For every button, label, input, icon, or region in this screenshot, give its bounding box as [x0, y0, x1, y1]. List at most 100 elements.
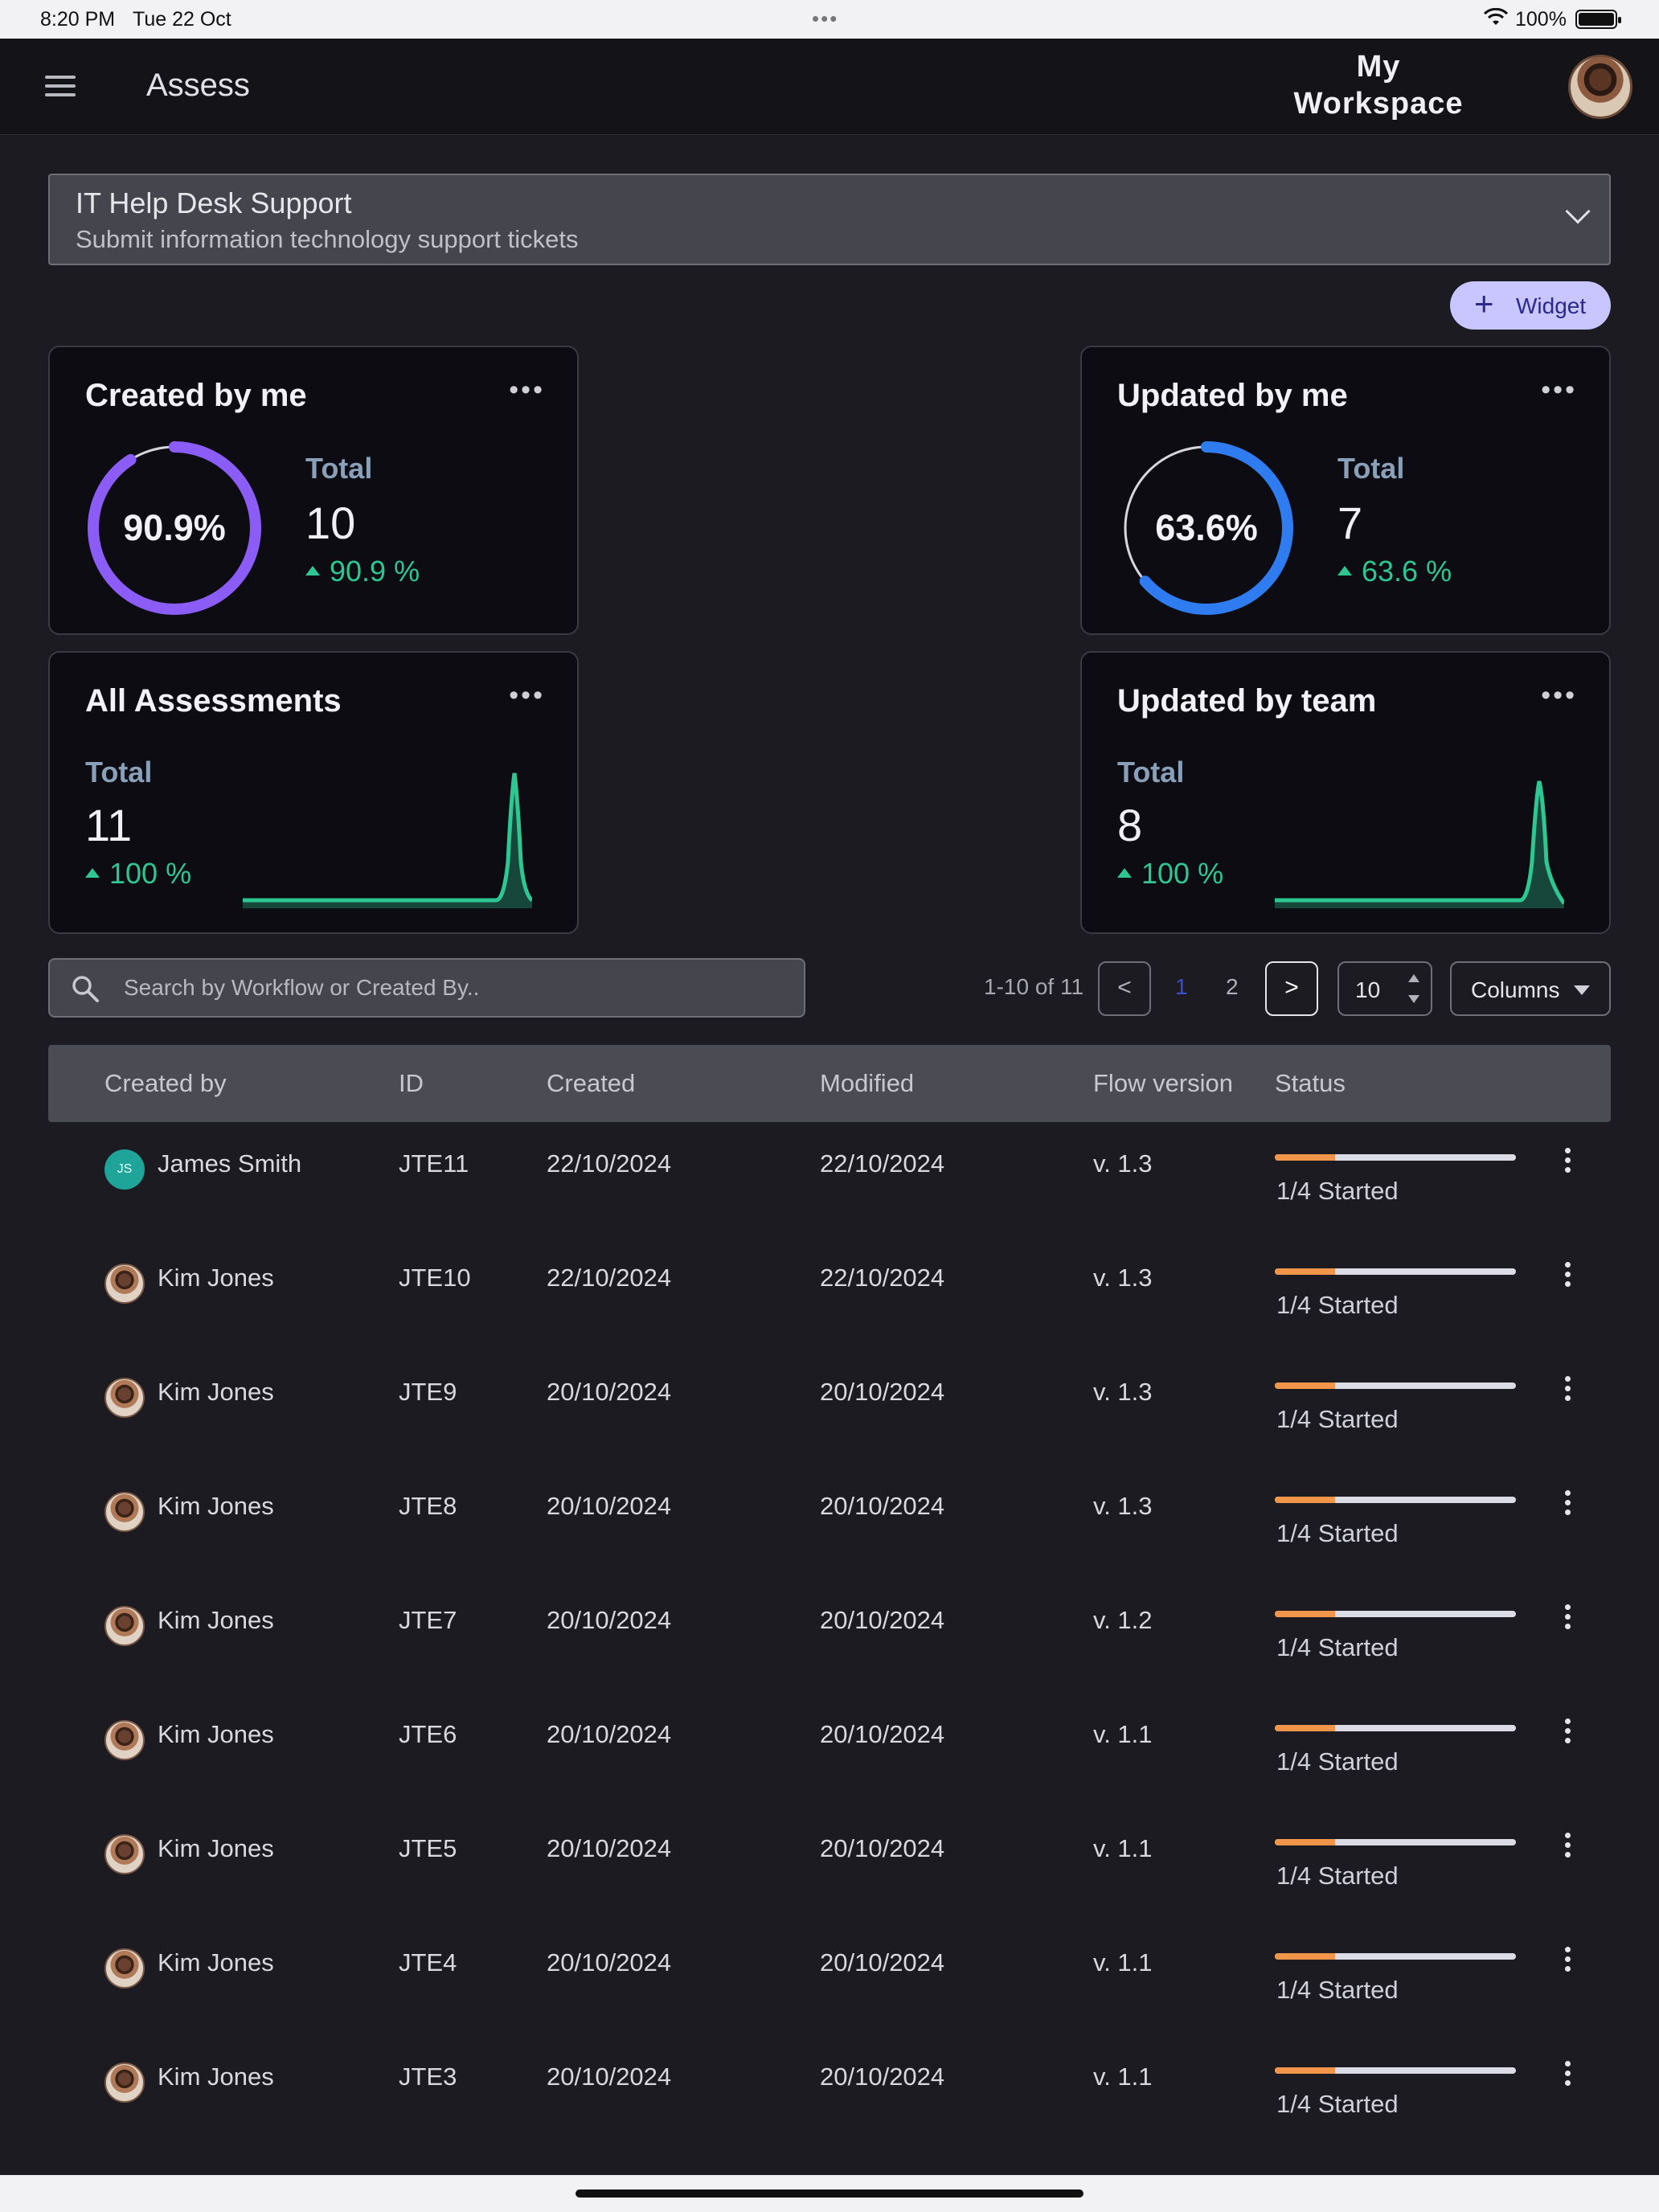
status-progress-bar: [1275, 1497, 1516, 1503]
search-icon: [72, 976, 99, 1002]
table-row[interactable]: Kim Jones JTE9 20/10/2024 20/10/2024 v. 1.3 1…: [48, 1354, 1611, 1468]
status-text: 1/4 Started: [1276, 1633, 1399, 1661]
created-cell: 20/10/2024: [547, 1492, 672, 1520]
search-input[interactable]: [124, 960, 783, 1016]
table-row[interactable]: Kim Jones JTE5 20/10/2024 20/10/2024 v. 1.1 1…: [48, 1810, 1611, 1924]
workflow-title: IT Help Desk Support: [76, 186, 352, 219]
status-text: 1/4 Started: [1276, 2090, 1399, 2118]
progress-fill: [1275, 1497, 1335, 1503]
table-row[interactable]: Kim Jones JTE10 22/10/2024 22/10/2024 v. 1.3…: [48, 1239, 1611, 1354]
status-text: 1/4 Started: [1276, 1976, 1399, 2004]
more-options-icon[interactable]: •••: [1541, 375, 1577, 405]
pagination-range: 1-10 of 11: [984, 974, 1084, 999]
rows-per-page-value: 10: [1355, 977, 1381, 1002]
created-by-cell: Kim Jones: [158, 1720, 274, 1748]
wifi-icon: [1484, 8, 1508, 25]
row-actions-icon[interactable]: [1563, 2061, 1572, 2093]
workspace-logo[interactable]: My Workspace: [1293, 50, 1464, 121]
sparkline: [243, 772, 532, 908]
flow-version-cell: v. 1.1: [1093, 1834, 1153, 1862]
row-actions-icon[interactable]: [1563, 1148, 1572, 1180]
user-avatar[interactable]: [1568, 55, 1632, 119]
status-text: 1/4 Started: [1276, 1177, 1399, 1205]
progress-fill: [1275, 1154, 1335, 1161]
status-progress-bar: [1275, 1382, 1516, 1389]
avatar: [104, 1492, 145, 1532]
created-cell: 22/10/2024: [547, 1264, 672, 1292]
created-cell: 20/10/2024: [547, 1834, 672, 1862]
avatar: [104, 2062, 145, 2103]
caret-down-icon: [1574, 985, 1590, 995]
column-header-modified[interactable]: Modified: [820, 1069, 915, 1097]
flow-version-cell: v. 1.1: [1093, 1720, 1153, 1748]
total-value: 11: [85, 800, 133, 850]
table-row[interactable]: Kim Jones JTE6 20/10/2024 20/10/2024 v. 1.1 1…: [48, 1696, 1611, 1810]
workflow-selector[interactable]: IT Help Desk Support Submit information …: [48, 174, 1611, 265]
id-cell: JTE4: [399, 1948, 457, 1976]
id-cell: JTE5: [399, 1834, 457, 1862]
total-label: Total: [1117, 756, 1185, 789]
status-progress-bar: [1275, 1725, 1516, 1731]
table-row[interactable]: Kim Jones JTE4 20/10/2024 20/10/2024 v. 1.1 1…: [48, 1924, 1611, 2038]
id-cell: JTE6: [399, 1720, 457, 1748]
table-header: Created by ID Created Modified Flow vers…: [48, 1045, 1611, 1122]
progress-fill: [1275, 1382, 1335, 1389]
id-cell: JTE7: [399, 1606, 457, 1634]
table-row[interactable]: Kim Jones JTE3 20/10/2024 20/10/2024 v. 1.1 1…: [48, 2038, 1611, 2153]
status-progress-bar: [1275, 1268, 1516, 1275]
column-header-id[interactable]: ID: [399, 1069, 424, 1097]
avatar: [104, 1606, 145, 1646]
modified-cell: 20/10/2024: [820, 1834, 945, 1862]
row-actions-icon[interactable]: [1563, 1262, 1572, 1294]
rows-per-page-stepper[interactable]: 10: [1337, 961, 1432, 1016]
avatar: [104, 1378, 145, 1418]
avatar: [104, 1948, 145, 1989]
more-options-icon[interactable]: •••: [1541, 680, 1577, 711]
columns-button[interactable]: Columns: [1450, 961, 1611, 1016]
id-cell: JTE8: [399, 1492, 457, 1520]
system-status-bar: 8:20 PM Tue 22 Oct ••• 100%: [0, 0, 1659, 39]
column-header-created-by[interactable]: Created by: [104, 1069, 227, 1097]
page-1-button[interactable]: 1: [1175, 974, 1188, 999]
search-field[interactable]: [48, 958, 805, 1018]
trend-up-icon: [1337, 566, 1352, 576]
menu-icon[interactable]: [45, 76, 76, 98]
avatar: [104, 1720, 145, 1760]
ring-percent: 63.6%: [1155, 507, 1258, 548]
more-options-icon[interactable]: •••: [509, 375, 545, 405]
row-actions-icon[interactable]: [1563, 1490, 1572, 1522]
row-actions-icon[interactable]: [1563, 1376, 1572, 1408]
status-progress-bar: [1275, 1154, 1516, 1161]
stepper-down-icon[interactable]: [1408, 995, 1419, 1003]
created-by-cell: Kim Jones: [158, 1264, 274, 1292]
id-cell: JTE9: [399, 1378, 457, 1406]
table-row[interactable]: Kim Jones JTE8 20/10/2024 20/10/2024 v. 1.3 1…: [48, 1468, 1611, 1582]
column-header-flow-version[interactable]: Flow version: [1093, 1069, 1233, 1097]
created-cell: 20/10/2024: [547, 1720, 672, 1748]
delta-value: 63.6 %: [1337, 555, 1452, 588]
page-2-button[interactable]: 2: [1226, 974, 1239, 999]
table-row[interactable]: Kim Jones JTE7 20/10/2024 20/10/2024 v. 1.2 1…: [48, 1582, 1611, 1696]
multitasking-icon[interactable]: •••: [812, 6, 839, 31]
flow-version-cell: v. 1.3: [1093, 1149, 1153, 1178]
progress-fill: [1275, 1725, 1335, 1731]
workflow-subtitle: Submit information technology support ti…: [76, 225, 579, 253]
previous-page-button[interactable]: <: [1098, 961, 1151, 1016]
more-options-icon[interactable]: •••: [509, 680, 545, 711]
total-label: Total: [1337, 452, 1405, 485]
card-title: Created by me: [85, 378, 307, 413]
status-progress-bar: [1275, 1953, 1516, 1960]
row-actions-icon[interactable]: [1563, 1604, 1572, 1636]
stepper-up-icon[interactable]: [1408, 974, 1419, 982]
home-indicator[interactable]: [576, 2189, 1083, 2198]
row-actions-icon[interactable]: [1563, 1718, 1572, 1751]
next-page-button[interactable]: >: [1265, 961, 1318, 1016]
table-row[interactable]: JS James Smith JTE11 22/10/2024 22/10/2024 v.…: [48, 1125, 1611, 1239]
column-header-status[interactable]: Status: [1275, 1069, 1346, 1097]
row-actions-icon[interactable]: [1563, 1947, 1572, 1979]
status-progress-bar: [1275, 1839, 1516, 1845]
column-header-created[interactable]: Created: [547, 1069, 636, 1097]
status-text: 1/4 Started: [1276, 1405, 1399, 1433]
add-widget-button[interactable]: + Widget: [1450, 281, 1611, 330]
row-actions-icon[interactable]: [1563, 1833, 1572, 1865]
